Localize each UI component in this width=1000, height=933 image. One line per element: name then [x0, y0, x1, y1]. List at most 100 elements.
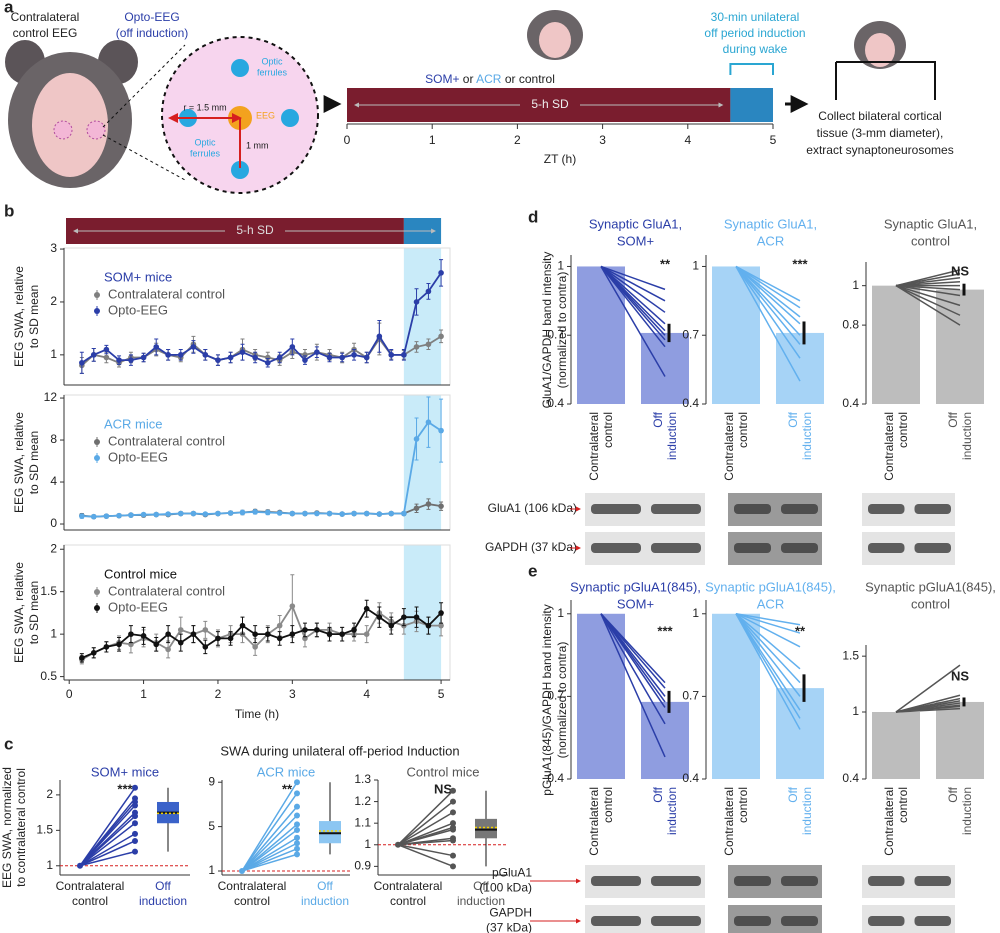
pair-line — [735, 613, 801, 719]
pair-line — [735, 265, 801, 318]
blot-band — [591, 916, 641, 926]
data-point — [165, 631, 171, 637]
groups-label: SOM+ or ACR or control — [425, 72, 555, 86]
data-point — [177, 627, 184, 633]
y-tick-label: 1 — [692, 259, 699, 273]
data-point — [128, 512, 134, 518]
data-point — [276, 635, 283, 642]
legend-title: ACR mice — [104, 416, 163, 431]
data-point — [153, 511, 160, 518]
pair-line — [397, 790, 454, 846]
pair-line — [895, 284, 961, 307]
collect-label: Collect bilateral cortical — [818, 109, 941, 123]
data-point — [215, 357, 221, 363]
blot-band — [651, 543, 701, 553]
data-point — [294, 840, 300, 847]
x-tick-label: Contralateral — [587, 787, 601, 856]
x-tick-label: control — [601, 787, 615, 823]
data-point — [401, 614, 407, 620]
data-point — [388, 622, 395, 629]
data-point — [413, 344, 420, 350]
data-point — [252, 354, 258, 361]
data-point — [132, 813, 138, 820]
legend-marker — [94, 308, 100, 314]
blot-band — [914, 916, 951, 926]
data-point — [395, 841, 401, 848]
pair-line — [397, 801, 454, 846]
data-point — [425, 501, 432, 507]
pair-line — [241, 842, 298, 872]
pair-line — [735, 265, 801, 309]
data-point — [202, 627, 209, 633]
eeg-label: EEG — [256, 110, 275, 120]
y-tick-label: 1.5 — [36, 823, 53, 837]
pair-line — [895, 284, 961, 297]
x-tick-label: induction — [960, 787, 974, 835]
chart-title: Synaptic GluA1, — [589, 216, 682, 231]
x-tick-label: Off — [651, 411, 665, 427]
ferrule-label: Optic — [194, 137, 216, 147]
y-tick-label: 0.7 — [547, 689, 564, 703]
blot-label: GAPDH — [489, 906, 532, 920]
data-point — [276, 510, 283, 516]
pair-line — [600, 613, 666, 689]
chart-title: Synaptic GluA1, — [724, 216, 817, 231]
data-point — [438, 503, 444, 509]
blot-band — [734, 504, 771, 514]
data-point — [153, 344, 160, 350]
data-point — [351, 510, 357, 517]
data-point — [413, 505, 420, 512]
pair-line — [241, 806, 298, 872]
pair-line — [79, 840, 136, 867]
bar — [872, 712, 920, 779]
data-point — [132, 830, 138, 837]
data-point — [339, 631, 345, 637]
y-tick-label: 1 — [46, 858, 53, 872]
pair-line — [735, 613, 801, 684]
data-point — [425, 288, 432, 295]
bar — [641, 332, 689, 404]
contralateral-label: Contralateral — [11, 10, 80, 24]
data-point — [289, 631, 296, 637]
x-tick-label: Off — [473, 879, 489, 893]
data-point — [116, 357, 122, 363]
y-tick-label: 0.7 — [682, 689, 699, 703]
data-point — [294, 834, 300, 841]
legend-label: Opto-EEG — [108, 449, 168, 464]
y-axis-label: to contralateral control — [14, 768, 28, 887]
induction-label: 30-min unilateral — [711, 10, 800, 24]
y-tick-label: 1 — [557, 606, 564, 620]
data-point — [363, 354, 370, 361]
y-axis-label: to SD mean — [27, 431, 41, 494]
x-tick-label: induction — [960, 412, 974, 460]
pair-line — [397, 839, 454, 846]
pair-line — [600, 613, 666, 725]
panel-label: e — [528, 561, 537, 580]
blot-label: (100 kDa) — [479, 881, 532, 895]
y-axis-label: EEG SWA, relative — [12, 266, 26, 367]
x-tick-label: control — [234, 894, 270, 908]
x-tick-label: Off — [155, 879, 171, 893]
pair-line — [600, 265, 666, 291]
x-tick-label: 1 — [140, 687, 147, 701]
data-point — [294, 779, 300, 786]
induction-bar — [730, 88, 773, 122]
chart-title: Synaptic GluA1, — [884, 216, 977, 231]
data-point — [140, 354, 147, 361]
data-point — [438, 333, 444, 340]
pair-line — [241, 814, 298, 872]
blot-band — [591, 504, 641, 514]
y-tick-label: 0.4 — [682, 396, 699, 410]
significance: ** — [795, 623, 806, 638]
data-point — [116, 641, 122, 648]
y-axis-label: EEG SWA, normalized — [0, 767, 14, 888]
pair-line — [735, 265, 801, 325]
pair-line — [241, 848, 298, 872]
pair-line — [735, 265, 801, 345]
data-point — [388, 510, 395, 517]
induction-band — [403, 545, 442, 680]
y-axis-label: pGluA1(845)/GAPDH band intensity — [540, 604, 554, 795]
y-tick-label: 1 — [50, 347, 57, 361]
group: ACR — [476, 72, 502, 86]
